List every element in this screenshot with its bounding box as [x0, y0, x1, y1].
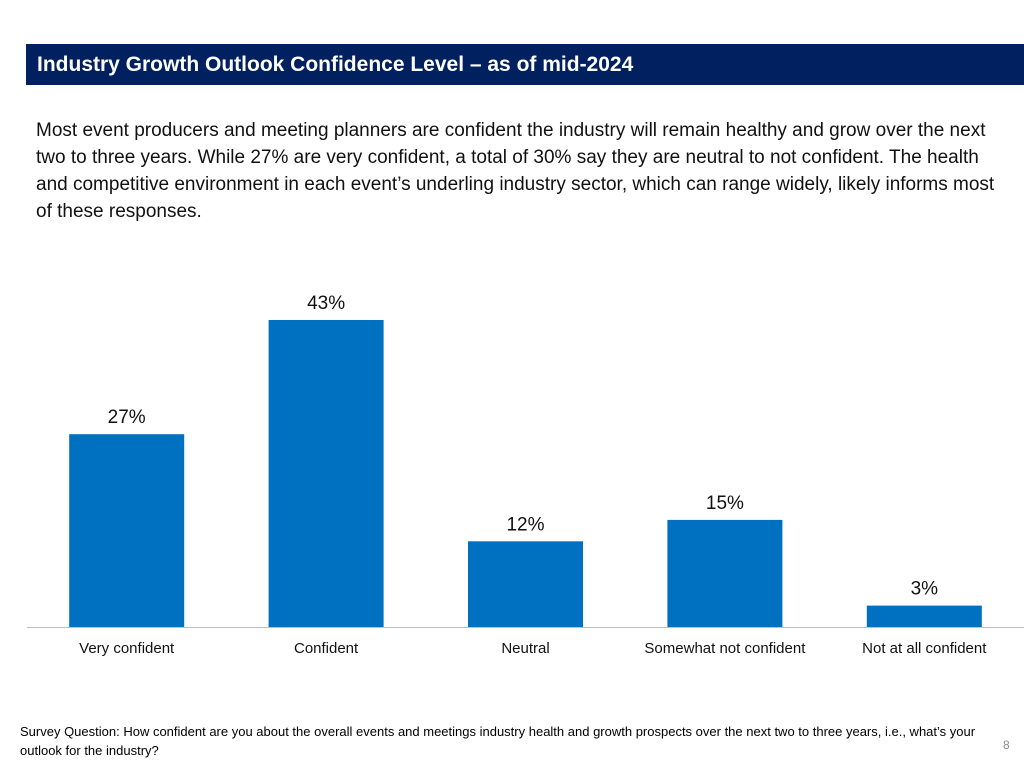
data-label: 12%	[506, 514, 544, 535]
data-label: 27%	[108, 407, 146, 428]
survey-question-footnote: Survey Question: How confident are you a…	[20, 724, 976, 758]
page-number: 8	[1003, 738, 1010, 752]
bar-confident	[268, 320, 384, 627]
bar-not-at-all-confident	[866, 605, 982, 627]
summary-paragraph: Most event producers and meeting planner…	[36, 120, 995, 222]
bar-somewhat-not-confident	[667, 519, 783, 627]
x-tick-label: Very confident	[79, 640, 175, 657]
bar-very-confident	[69, 434, 185, 627]
bar-chart: 27% Very confident 43% Confident 12% Neutral 1…	[27, 293, 1024, 657]
bar-neutral	[468, 541, 583, 627]
data-label: 15%	[706, 493, 744, 514]
title-bar: Industry Growth Outlook Confidence Level…	[26, 44, 1024, 85]
data-label: 3%	[911, 579, 939, 600]
page-title: Industry Growth Outlook Confidence Level…	[37, 53, 634, 76]
x-tick-label: Not at all confident	[862, 640, 987, 657]
x-tick-label: Neutral	[501, 640, 549, 657]
data-label: 43%	[307, 293, 345, 314]
x-tick-label: Somewhat not confident	[644, 640, 806, 657]
x-tick-label: Confident	[294, 640, 359, 657]
